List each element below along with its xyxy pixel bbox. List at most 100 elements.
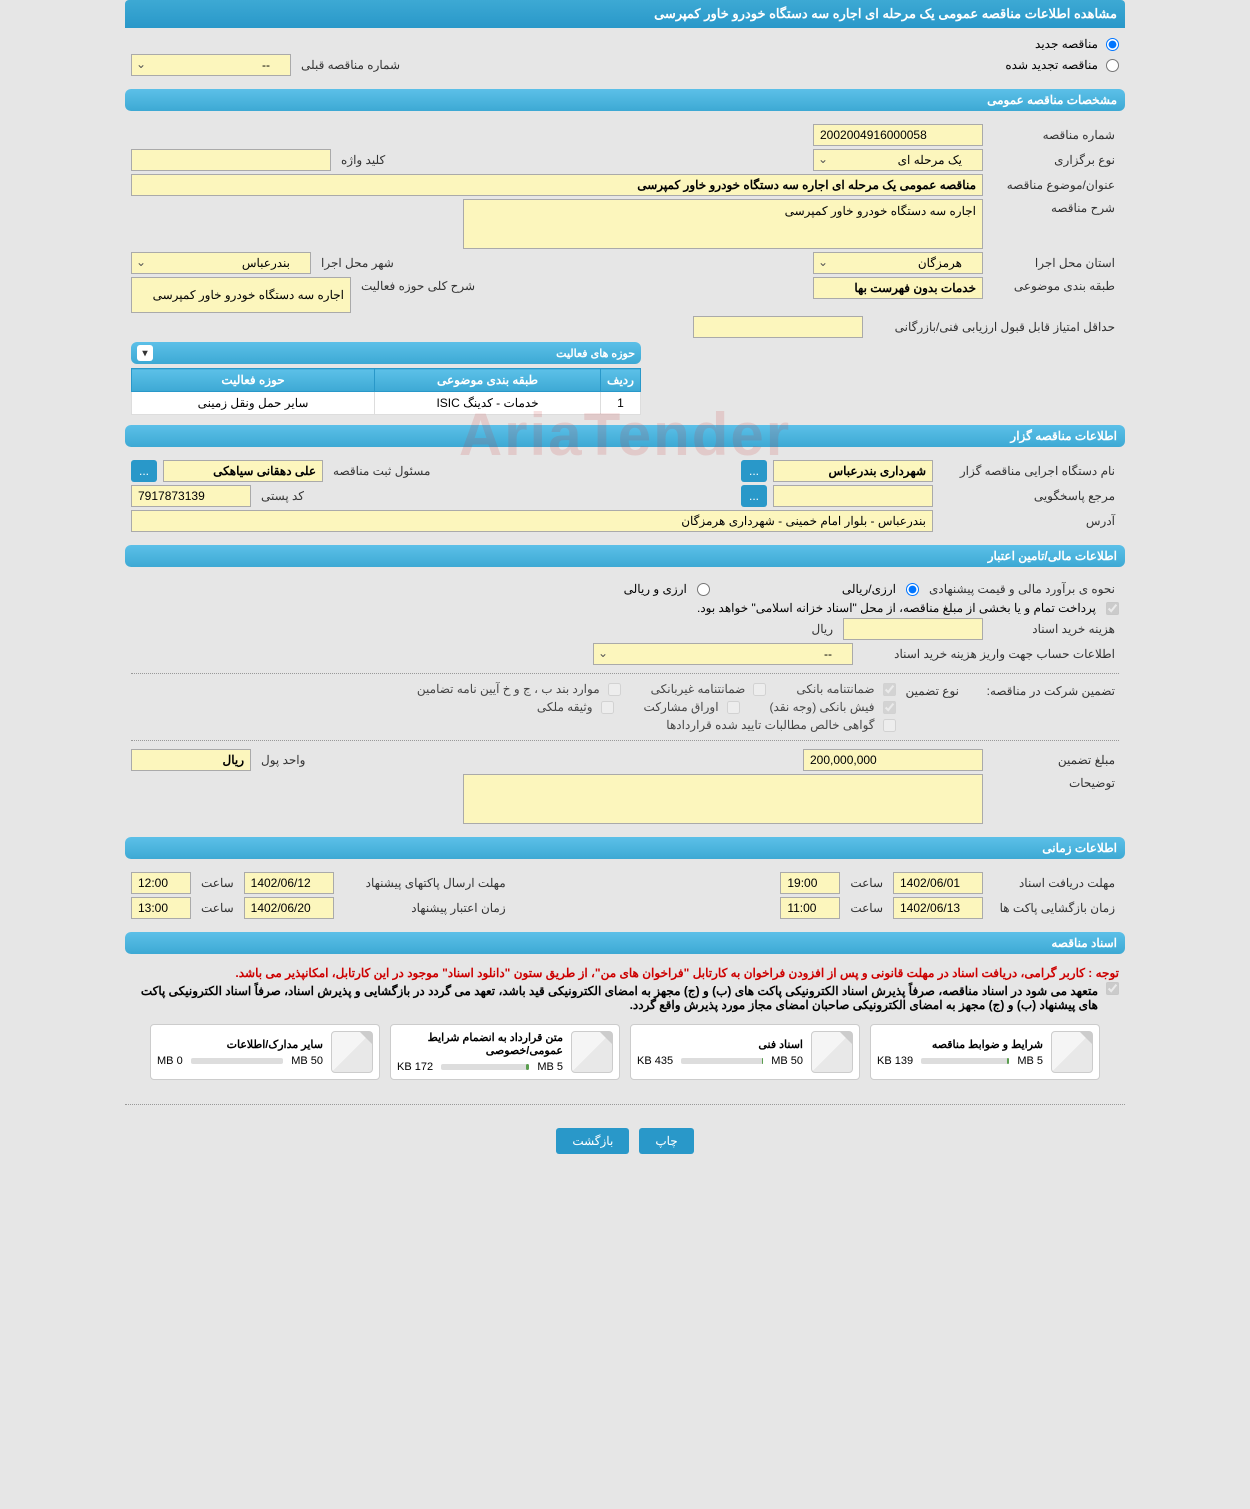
section-docs: اسناد مناقصه — [125, 932, 1125, 954]
address-field[interactable]: بندرعباس - بلوار امام خمینی - شهرداری هر… — [131, 510, 933, 532]
size-bar — [681, 1058, 763, 1064]
radio-currency2[interactable] — [697, 583, 710, 596]
activity-subsection: حوزه های فعالیت ▾ — [131, 342, 641, 364]
category-label: طبقه بندی موضوعی — [989, 277, 1119, 295]
doc-card[interactable]: سایر مدارک/اطلاعات 50 MB 0 MB — [150, 1024, 380, 1080]
doc-deadline-time-label: ساعت — [846, 874, 887, 892]
size-bar — [441, 1064, 529, 1070]
guarantee-label: مبلغ تضمین — [989, 751, 1119, 769]
reg-label: مسئول ثبت مناقصه — [329, 462, 434, 480]
gt2-checkbox — [753, 683, 766, 696]
notes-label: توضیحات — [989, 774, 1119, 792]
section-timing: اطلاعات زمانی — [125, 837, 1125, 859]
tender-number-label: شماره مناقصه — [989, 126, 1119, 144]
doc-used: 172 KB — [397, 1061, 433, 1073]
minscore-field[interactable] — [693, 316, 863, 338]
open-time-label: ساعت — [846, 899, 887, 917]
doc-used: 0 MB — [157, 1055, 183, 1067]
province-label: استان محل اجرا — [989, 254, 1119, 272]
account-select[interactable]: -- — [593, 643, 853, 665]
separator — [125, 1104, 1125, 1105]
gt1-label: ضمانتنامه بانکی — [796, 682, 874, 696]
print-button[interactable]: چاپ — [639, 1128, 693, 1154]
reg-field: علی دهقانی سیاهکی — [163, 460, 323, 482]
guarantee-field[interactable]: 200,000,000 — [803, 749, 983, 771]
minscore-label: حداقل امتیاز قابل قبول ارزیابی فنی/بازرگ… — [869, 318, 1119, 336]
section-general: مشخصات مناقصه عمومی — [125, 89, 1125, 111]
th-index: ردیف — [601, 369, 641, 392]
th-domain: حوزه فعالیت — [132, 369, 375, 392]
separator — [131, 673, 1119, 674]
activity-desc-label: شرح کلی حوزه فعالیت — [357, 277, 479, 295]
org-lookup-button[interactable]: ... — [741, 460, 767, 482]
size-bar — [191, 1058, 284, 1064]
section-financial: اطلاعات مالی/تامین اعتبار — [125, 545, 1125, 567]
category-field: خدمات بدون فهرست بها — [813, 277, 983, 299]
org-field: شهرداری بندرعباس — [773, 460, 933, 482]
currency2-label: ارزی و ریالی — [624, 582, 687, 596]
open-date[interactable]: 1402/06/13 — [893, 897, 983, 919]
doc-total: 50 MB — [771, 1055, 803, 1067]
radio-currency1[interactable] — [906, 583, 919, 596]
title-label: عنوان/موضوع مناقصه — [989, 176, 1119, 194]
back-button[interactable]: بازگشت — [556, 1128, 629, 1154]
th-category: طبقه بندی موضوعی — [375, 369, 601, 392]
gt2-label: ضمانتنامه غیربانکی — [651, 682, 746, 696]
doc-deadline-time[interactable]: 19:00 — [780, 872, 840, 894]
unit-field: ریال — [131, 749, 251, 771]
doc-card[interactable]: متن قرارداد به انضمام شرایط عمومی/خصوصی … — [390, 1024, 620, 1080]
radio-renewed-label: مناقصه تجدید شده — [1005, 58, 1098, 72]
cell-index: 1 — [601, 392, 641, 415]
open-time[interactable]: 11:00 — [780, 897, 840, 919]
commit-checkbox — [1106, 982, 1119, 995]
doccost-unit: ریال — [807, 620, 837, 638]
gt6-checkbox — [601, 701, 614, 714]
city-label: شهر محل اجرا — [317, 254, 398, 272]
section-tenderer: اطلاعات مناقصه گزار — [125, 425, 1125, 447]
validity-time[interactable]: 13:00 — [131, 897, 191, 919]
keyword-field[interactable] — [131, 149, 331, 171]
submit-date[interactable]: 1402/06/12 — [244, 872, 334, 894]
doc-deadline-date[interactable]: 1402/06/01 — [893, 872, 983, 894]
gt5-label: اوراق مشارکت — [644, 700, 719, 714]
notes-field[interactable] — [463, 774, 983, 824]
page-title: مشاهده اطلاعات مناقصه عمومی یک مرحله ای … — [125, 0, 1125, 28]
gt5-checkbox — [727, 701, 740, 714]
desc-field[interactable]: اجاره سه دستگاه خودرو خاور کمپرسی — [463, 199, 983, 249]
doc-total: 5 MB — [537, 1061, 563, 1073]
contact-field[interactable] — [773, 485, 933, 507]
doc-deadline-label: مهلت دریافت اسناد — [989, 874, 1119, 892]
reg-lookup-button[interactable]: ... — [131, 460, 157, 482]
city-select[interactable]: بندرعباس — [131, 252, 311, 274]
contact-lookup-button[interactable]: ... — [741, 485, 767, 507]
postal-label: کد پستی — [257, 487, 308, 505]
submit-label: مهلت ارسال پاکتهای پیشنهاد — [340, 874, 510, 892]
table-row: 1خدمات - کدینگ ISICسایر حمل ونقل زمینی — [132, 392, 641, 415]
gt3-checkbox — [608, 683, 621, 696]
type-select[interactable]: یک مرحله ای — [813, 149, 983, 171]
province-select[interactable]: هرمزگان — [813, 252, 983, 274]
submit-time[interactable]: 12:00 — [131, 872, 191, 894]
postal-field: 7917873139 — [131, 485, 251, 507]
cell-domain: سایر حمل ونقل زمینی — [132, 392, 375, 415]
collapse-icon[interactable]: ▾ — [137, 345, 153, 361]
estimate-label: نحوه ی برآورد مالی و قیمت پیشنهادی — [925, 580, 1119, 598]
address-label: آدرس — [939, 512, 1119, 530]
doccost-field[interactable] — [843, 618, 983, 640]
validity-date[interactable]: 1402/06/20 — [244, 897, 334, 919]
open-label: زمان بازگشایی پاکت ها — [989, 899, 1119, 917]
doc-card[interactable]: شرایط و ضوابط مناقصه 5 MB 139 KB — [870, 1024, 1100, 1080]
prev-number-select[interactable]: -- — [131, 54, 291, 76]
doc-card[interactable]: اسناد فنی 50 MB 435 KB — [630, 1024, 860, 1080]
activity-table: ردیف طبقه بندی موضوعی حوزه فعالیت 1خدمات… — [131, 368, 641, 415]
doc-used: 139 KB — [877, 1055, 913, 1067]
doc-total: 5 MB — [1017, 1055, 1043, 1067]
radio-renewed[interactable] — [1106, 59, 1119, 72]
validity-time-label: ساعت — [197, 899, 238, 917]
doccost-label: هزینه خرید اسناد — [989, 620, 1119, 638]
gt4-label: فیش بانکی (وجه نقد) — [770, 700, 875, 714]
radio-new[interactable] — [1106, 38, 1119, 51]
org-label: نام دستگاه اجرایی مناقصه گزار — [939, 462, 1119, 480]
notice-red: توجه : کاربر گرامی، دریافت اسناد در مهلت… — [131, 964, 1119, 982]
doc-title: اسناد فنی — [637, 1038, 803, 1051]
